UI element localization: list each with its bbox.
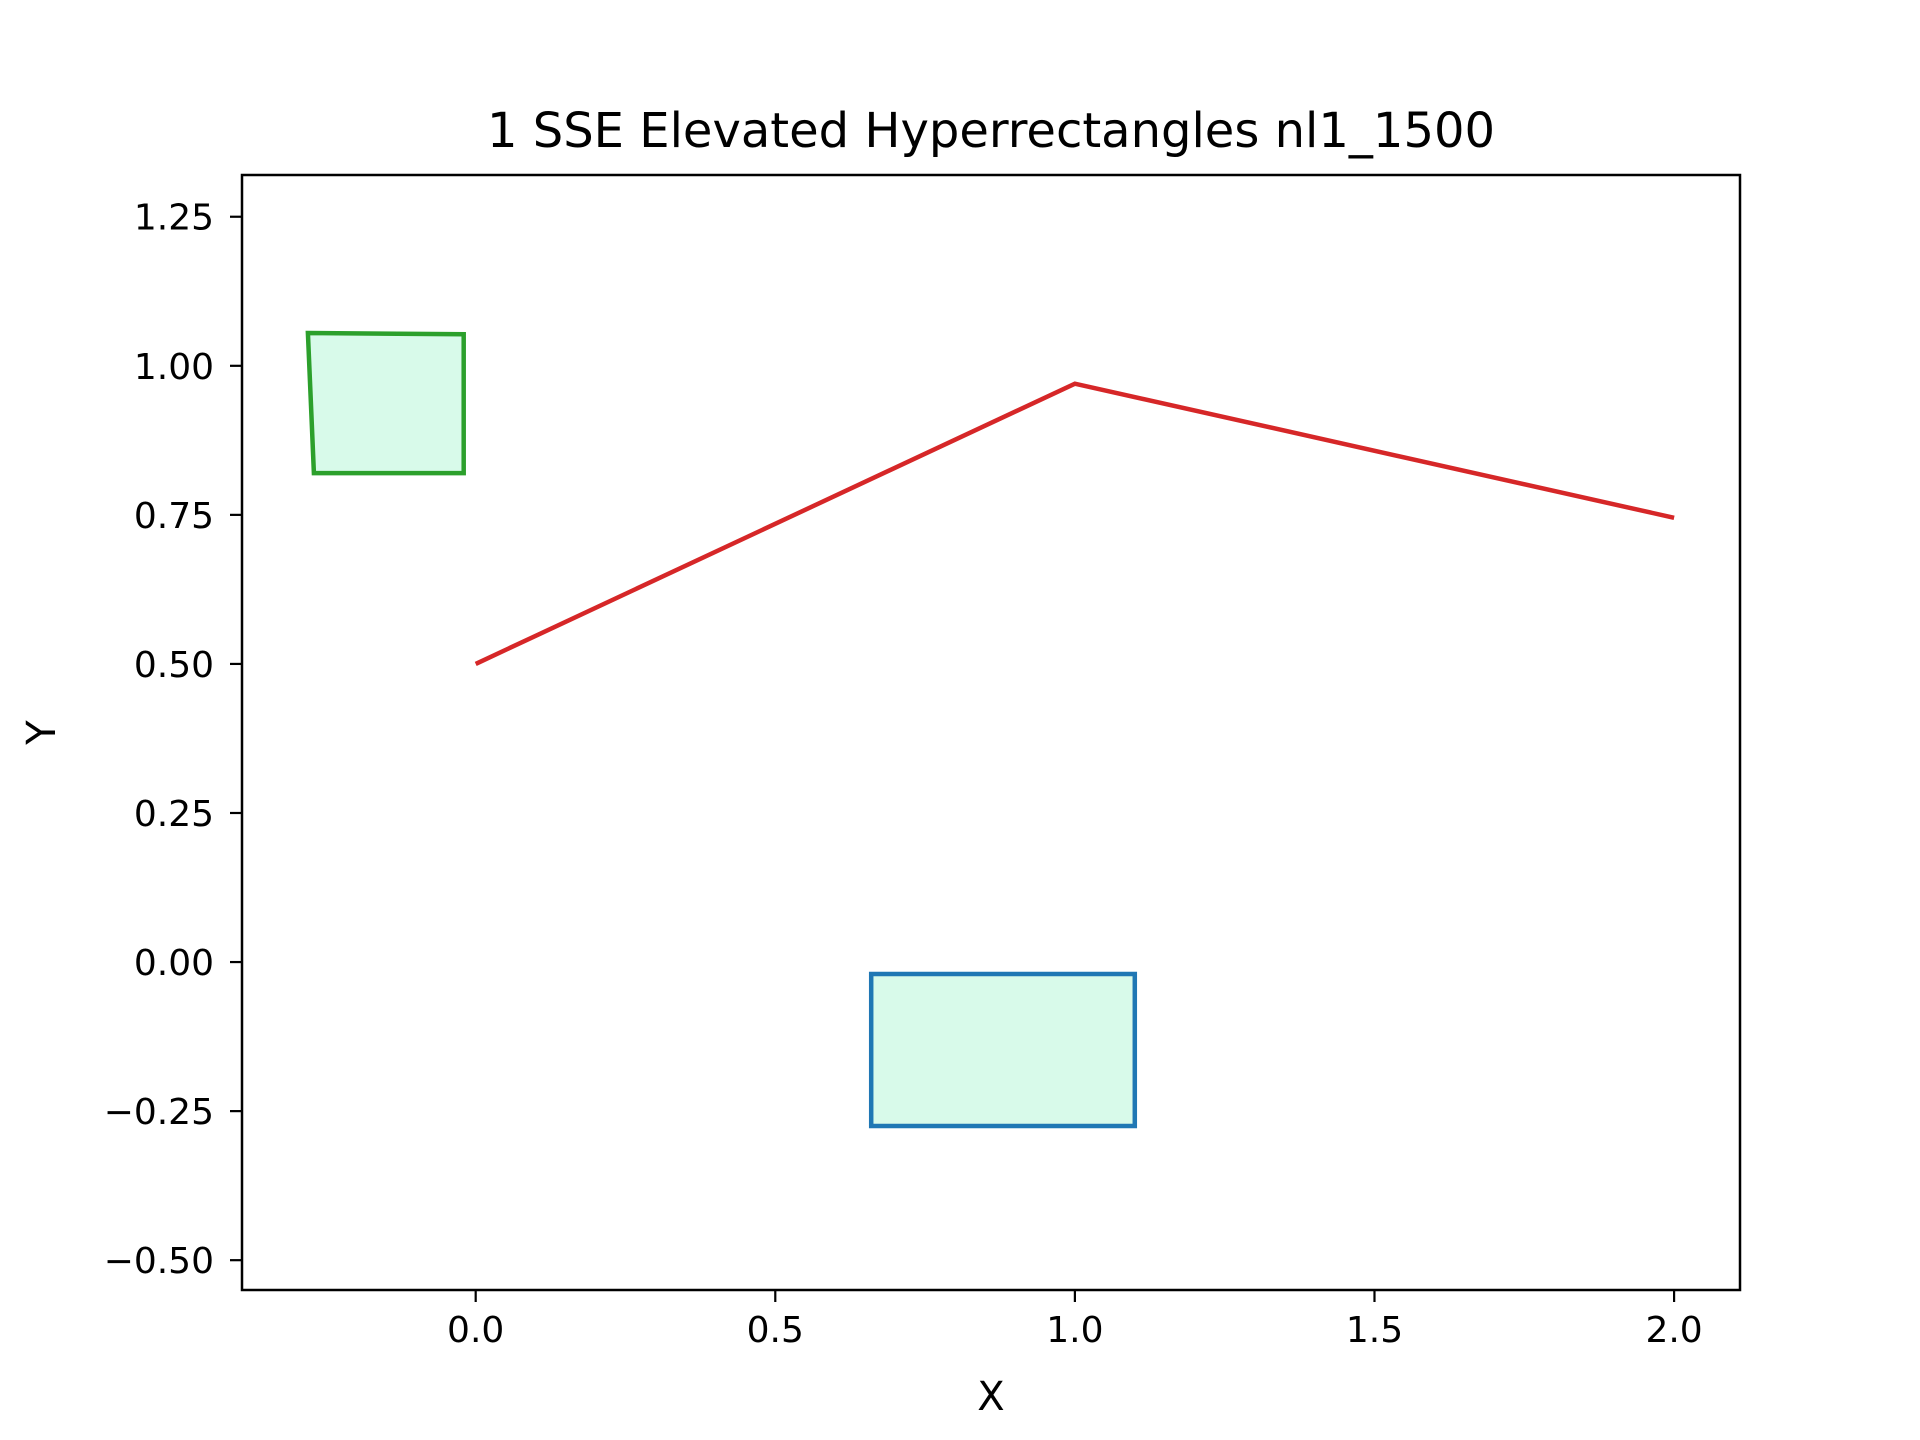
y-tick-label: 0.25 — [134, 794, 214, 835]
hyperrectangle-1 — [305, 330, 466, 476]
plot-frame — [240, 173, 1742, 1292]
y-tick-label: 1.00 — [134, 347, 214, 388]
x-tick-label: 1.0 — [1046, 1310, 1103, 1351]
y-axis-ticks: −0.50 −0.25 0.00 0.25 0.50 0.75 1.00 1.25 — [104, 198, 242, 1282]
y-tick-label: 0.50 — [134, 645, 214, 686]
x-axis-ticks: 0.0 0.5 1.0 1.5 2.0 — [447, 1290, 1703, 1351]
y-tick-label: 0.75 — [134, 496, 214, 537]
x-tick-label: 0.0 — [447, 1310, 504, 1351]
x-tick-label: 2.0 — [1645, 1310, 1702, 1351]
y-axis-title: Y — [19, 720, 65, 746]
x-tick-label: 1.5 — [1346, 1310, 1403, 1351]
series-layer — [474, 381, 1675, 666]
y-tick-label: 0.00 — [134, 943, 214, 984]
chart-title: 1 SSE Elevated Hyperrectangles nl1_1500 — [487, 103, 1495, 159]
x-tick-label: 0.5 — [747, 1310, 804, 1351]
y-tick-label: −0.50 — [104, 1241, 214, 1282]
x-axis-title: X — [977, 1374, 1004, 1420]
hyperrectangle-2 — [868, 971, 1138, 1129]
y-tick-label: −0.25 — [104, 1092, 214, 1133]
y-tick-label: 1.25 — [134, 198, 214, 239]
rectangles-layer — [305, 330, 1138, 1129]
series-line-1 — [474, 381, 1675, 666]
